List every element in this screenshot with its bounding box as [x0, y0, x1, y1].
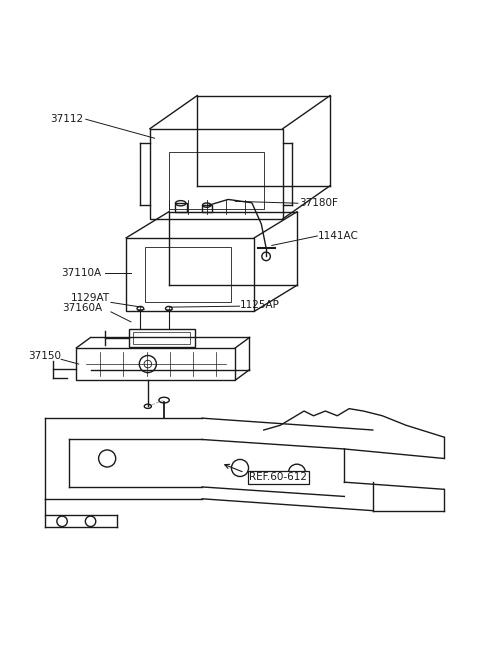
Text: 37112: 37112: [50, 114, 84, 124]
Text: 37150: 37150: [28, 352, 61, 361]
Bar: [76, 348, 235, 380]
Bar: [133, 332, 190, 344]
Bar: [150, 129, 283, 219]
Text: REF.60-612: REF.60-612: [250, 472, 308, 482]
Bar: [169, 152, 264, 209]
Text: 37110A: 37110A: [61, 268, 101, 278]
Bar: [126, 238, 254, 312]
Text: 37180F: 37180F: [300, 198, 338, 208]
Text: 1141AC: 1141AC: [318, 231, 359, 241]
Text: 37160A: 37160A: [62, 303, 103, 313]
Text: 1129AT: 1129AT: [71, 293, 110, 304]
Bar: [145, 247, 230, 302]
Text: 1125AP: 1125AP: [240, 300, 280, 310]
Bar: [129, 329, 195, 347]
Bar: [175, 203, 187, 212]
Bar: [202, 205, 212, 212]
